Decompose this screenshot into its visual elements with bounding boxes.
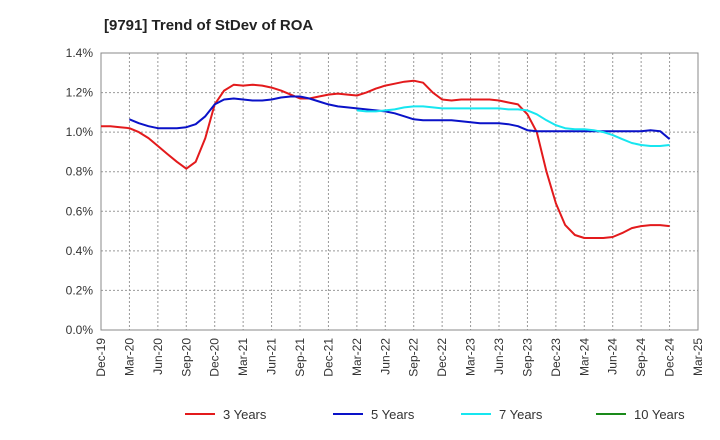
x-tick-label: Mar-23	[464, 338, 478, 376]
legend-label: 5 Years	[371, 407, 415, 422]
y-tick-label: 0.0%	[66, 323, 94, 337]
x-tick-label: Dec-20	[208, 338, 222, 377]
x-tick-label: Mar-20	[122, 338, 136, 376]
x-tick-label: Dec-21	[321, 338, 335, 377]
x-tick-label: Jun-21	[265, 338, 279, 375]
x-tick-label: Dec-23	[549, 338, 563, 377]
legend-label: 3 Years	[223, 407, 267, 422]
plot-frame	[100, 52, 699, 331]
legend: 3 Years 5 Years 7 Years 10 Years	[185, 407, 685, 422]
series-line-7-years	[356, 105, 670, 147]
y-tick-label: 1.0%	[66, 125, 94, 139]
chart-title: [9791] Trend of StDev of ROA	[104, 17, 313, 34]
x-tick-label: Jun-24	[606, 338, 620, 375]
y-tick-label: 0.8%	[66, 165, 94, 179]
x-tick-label: Sep-21	[293, 338, 307, 377]
x-tick-label: Sep-24	[634, 338, 648, 377]
x-tick-label: Mar-25	[691, 338, 705, 376]
y-tick-label: 0.6%	[66, 204, 94, 218]
x-tick-label: Jun-22	[378, 338, 392, 375]
series-line-5-years	[129, 95, 671, 140]
legend-label: 7 Years	[499, 407, 543, 422]
x-tick-label: Sep-20	[179, 338, 193, 377]
y-axis: 0.0% 0.2% 0.4% 0.6% 0.8% 1.0% 1.2% 1.4%	[66, 46, 94, 337]
x-tick-label: Dec-19	[94, 338, 108, 377]
x-tick-label: Dec-22	[435, 338, 449, 377]
series-layer	[101, 79, 671, 239]
y-tick-label: 1.2%	[66, 86, 94, 100]
x-tick-label: Jun-20	[151, 338, 165, 375]
x-tick-label: Sep-22	[407, 338, 421, 377]
series-line-3-years	[101, 79, 670, 239]
x-tick-label: Jun-23	[492, 338, 506, 375]
x-axis: Dec-19 Mar-20 Jun-20 Sep-20 Dec-20 Mar-21 Jun-…	[94, 338, 705, 377]
x-tick-label: Mar-21	[236, 338, 250, 376]
x-tick-label: Mar-24	[577, 338, 591, 376]
x-tick-label: Sep-23	[520, 338, 534, 377]
y-tick-label: 1.4%	[66, 46, 94, 60]
x-tick-label: Dec-24	[663, 338, 677, 377]
grid	[100, 52, 699, 331]
y-tick-label: 0.2%	[66, 283, 94, 297]
y-tick-label: 0.4%	[66, 244, 94, 258]
legend-label: 10 Years	[634, 407, 685, 422]
x-tick-label: Mar-22	[350, 338, 364, 376]
